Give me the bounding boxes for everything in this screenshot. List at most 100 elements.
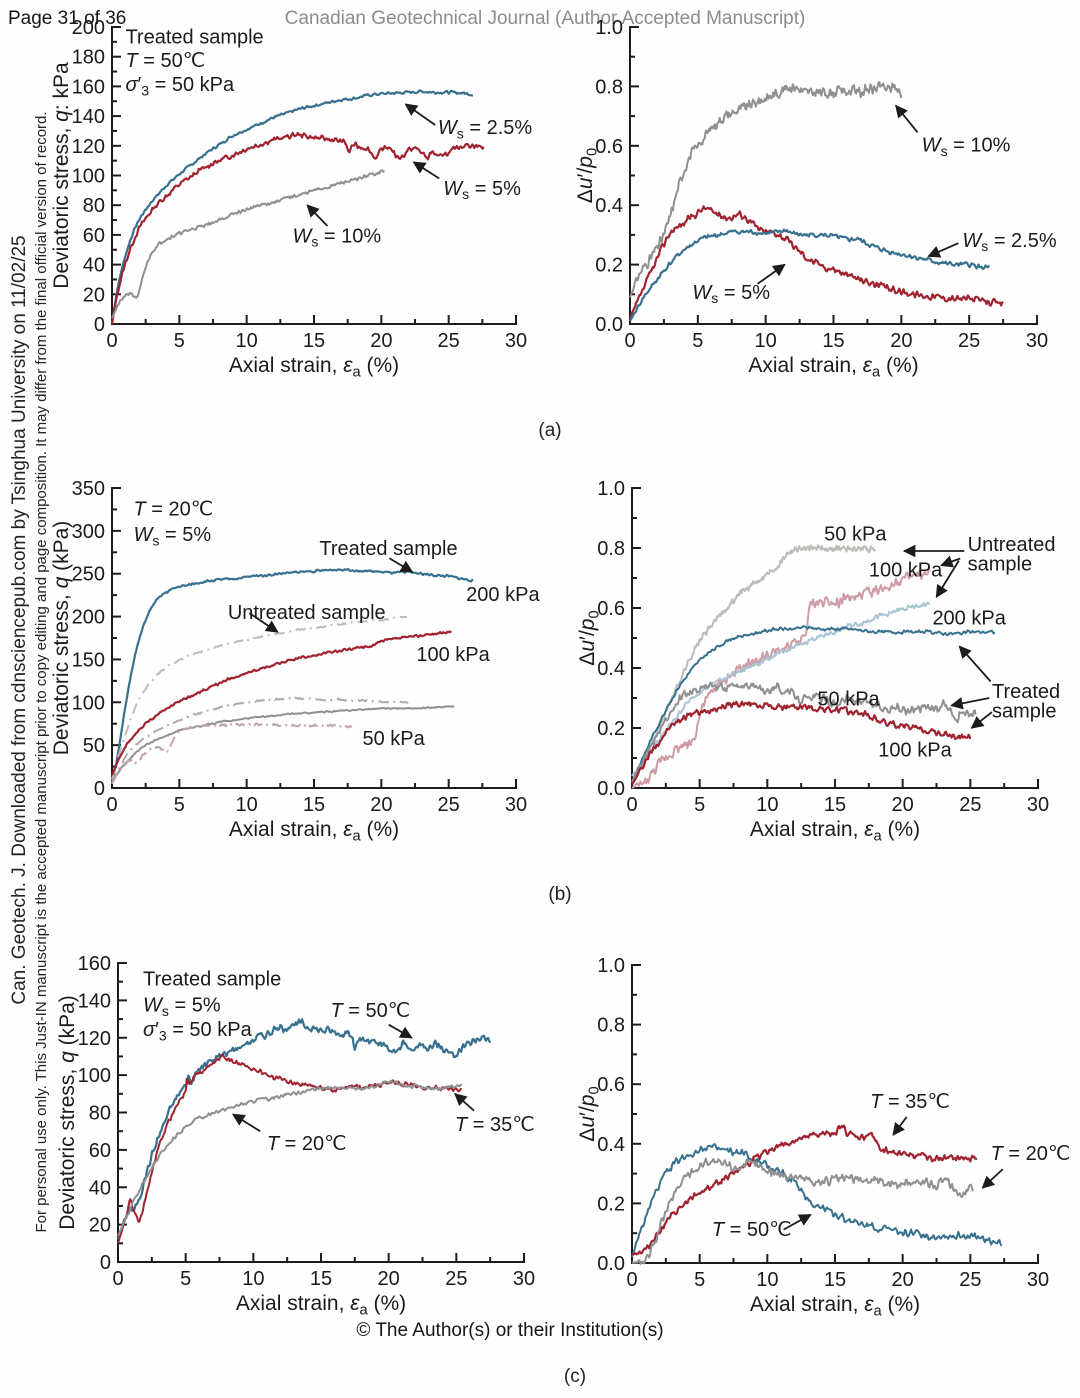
svg-text:140: 140 <box>78 990 111 1012</box>
series-t-35- <box>117 1053 463 1244</box>
annotation-arrow <box>958 645 992 683</box>
svg-text:200: 200 <box>72 17 105 39</box>
svg-text:0.0: 0.0 <box>595 314 623 336</box>
series-untreated-100-kpa <box>111 696 409 785</box>
caption-panel-a: (a) <box>538 420 562 441</box>
series-ws-2.5- <box>629 228 991 322</box>
annotation-arrow <box>757 263 786 285</box>
svg-text:25: 25 <box>958 330 980 352</box>
annotation: T = 20℃ <box>267 1133 347 1155</box>
annotation: 200 kPa <box>466 584 540 606</box>
svg-text:0: 0 <box>626 1269 637 1291</box>
annotation: 50 kPa <box>824 524 887 546</box>
annotation-arrow <box>388 1023 413 1039</box>
svg-text:5: 5 <box>180 1268 191 1290</box>
svg-text:100: 100 <box>78 1065 111 1087</box>
svg-text:0.0: 0.0 <box>597 1253 625 1275</box>
series-t-20- <box>117 1079 463 1237</box>
annotation-arrow <box>935 560 960 598</box>
svg-text:60: 60 <box>89 1140 111 1162</box>
annotation: 200 kPa <box>932 608 1006 630</box>
annotation-arrow <box>404 103 436 126</box>
svg-text:30: 30 <box>513 1268 535 1290</box>
annotation: σ′3 = 50 kPa <box>125 74 235 98</box>
svg-text:300: 300 <box>72 521 105 543</box>
annotation-arrow <box>454 1092 475 1112</box>
annotation: Ws = 10% <box>292 225 381 249</box>
annotation: Ws = 2.5% <box>962 230 1056 254</box>
x-axis-label: Axial strain, εa (%) <box>750 1293 920 1320</box>
x-axis-label: Axial strain, εa (%) <box>750 818 920 845</box>
annotation: T = 50℃ <box>330 1000 410 1022</box>
svg-text:0: 0 <box>624 330 635 352</box>
chart-b-right: 0 5 10 15 20 25 30 0.0 0.2 0.4 0.6 0.8 1.0 Axial stra… <box>576 478 1060 845</box>
series-t-50- <box>631 1143 1003 1258</box>
svg-text:0: 0 <box>94 314 105 336</box>
svg-text:15: 15 <box>310 1268 332 1290</box>
annotation-arrow <box>306 204 329 227</box>
svg-text:20: 20 <box>892 794 914 816</box>
caption-panel-c: (c) <box>563 1366 587 1387</box>
annotation: sample <box>992 701 1056 723</box>
svg-text:1.0: 1.0 <box>597 955 625 977</box>
series-treated-50-kpa <box>111 705 455 782</box>
series-treated-100-kpa <box>111 630 452 776</box>
series-untreated-50-kpa <box>111 722 353 785</box>
svg-text:0.6: 0.6 <box>595 136 623 158</box>
svg-text:250: 250 <box>72 564 105 586</box>
svg-text:20: 20 <box>378 1268 400 1290</box>
svg-text:20: 20 <box>89 1215 111 1237</box>
svg-text:20: 20 <box>892 1269 914 1291</box>
svg-text:25: 25 <box>959 794 981 816</box>
svg-text:0.0: 0.0 <box>597 778 625 800</box>
svg-text:100: 100 <box>72 166 105 188</box>
svg-text:0.6: 0.6 <box>597 1074 625 1096</box>
svg-text:10: 10 <box>756 794 778 816</box>
svg-text:0: 0 <box>106 330 117 352</box>
annotation-arrow <box>231 1113 261 1132</box>
annotation: T = 35℃ <box>870 1091 950 1113</box>
svg-text:0.2: 0.2 <box>597 718 625 740</box>
y-axis-label: Deviatoric stress, q: kPa <box>50 62 73 289</box>
annotation: Ws = 2.5% <box>438 117 532 141</box>
svg-text:50: 50 <box>83 735 105 757</box>
annotation-arrow <box>950 697 990 710</box>
annotation: 50 kPa <box>817 689 880 711</box>
annotation-arrow <box>388 557 414 573</box>
page-number: Page 31 of 36 <box>8 8 127 29</box>
series-treated-50-kpa <box>631 682 977 783</box>
svg-text:60: 60 <box>83 225 105 247</box>
svg-text:0: 0 <box>112 1268 123 1290</box>
svg-text:120: 120 <box>78 1028 111 1050</box>
svg-text:25: 25 <box>438 330 460 352</box>
svg-text:200: 200 <box>72 607 105 629</box>
svg-text:10: 10 <box>236 330 258 352</box>
annotation: 100 kPa <box>878 740 952 762</box>
series-t-20- <box>631 1157 974 1265</box>
svg-text:80: 80 <box>83 195 105 217</box>
svg-text:20: 20 <box>370 794 392 816</box>
annotation: Untreated <box>968 534 1056 556</box>
annotation: σ′3 = 50 kPa <box>143 1019 253 1043</box>
annotation: Ws = 10% <box>922 135 1011 159</box>
svg-text:0.4: 0.4 <box>597 1134 625 1156</box>
series-ws-10- <box>111 169 385 319</box>
svg-text:10: 10 <box>755 330 777 352</box>
svg-text:0: 0 <box>100 1252 111 1274</box>
svg-text:5: 5 <box>174 330 185 352</box>
svg-text:5: 5 <box>694 794 705 816</box>
svg-text:30: 30 <box>505 794 527 816</box>
svg-text:5: 5 <box>694 1269 705 1291</box>
svg-text:0.8: 0.8 <box>595 76 623 98</box>
annotation: sample <box>968 554 1032 576</box>
series-t-50- <box>117 1018 492 1240</box>
annotation: Ws = 5% <box>692 282 770 306</box>
annotation: 50 kPa <box>362 728 425 750</box>
annotation: 100 kPa <box>416 644 490 666</box>
series-ws-10- <box>629 81 903 298</box>
series-untreated-200-kpa <box>111 615 408 780</box>
svg-text:0.4: 0.4 <box>595 195 623 217</box>
svg-text:20: 20 <box>83 284 105 306</box>
